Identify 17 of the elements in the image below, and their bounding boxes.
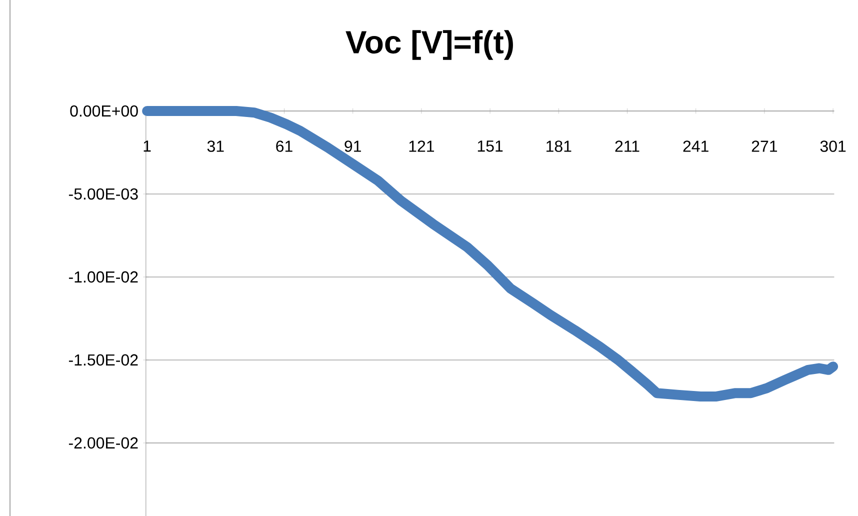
x-tick-label: 1 xyxy=(144,140,151,152)
y-tick-label: -2.00E-02 xyxy=(68,437,138,449)
x-tick-label: 271 xyxy=(752,140,778,152)
y-tick-label: 0.00E+00 xyxy=(70,105,138,117)
x-tick-label: 61 xyxy=(276,140,292,152)
x-tick-label: 241 xyxy=(683,140,708,152)
x-tick-label: 181 xyxy=(546,140,572,152)
x-tick-label: 211 xyxy=(615,140,640,152)
x-tick-label: 31 xyxy=(207,140,224,152)
x-tick-label: 91 xyxy=(344,140,361,152)
x-tick-label: 301 xyxy=(820,140,846,152)
x-tick-label: 151 xyxy=(478,140,503,152)
y-tick-label: -1.50E-02 xyxy=(68,354,138,366)
x-tick-label: 121 xyxy=(409,140,434,152)
y-tick-label: -1.00E-02 xyxy=(68,271,138,283)
y-tick-label: -5.00E-03 xyxy=(68,188,138,200)
chart-title: Voc [V]=f(t) xyxy=(346,30,513,60)
